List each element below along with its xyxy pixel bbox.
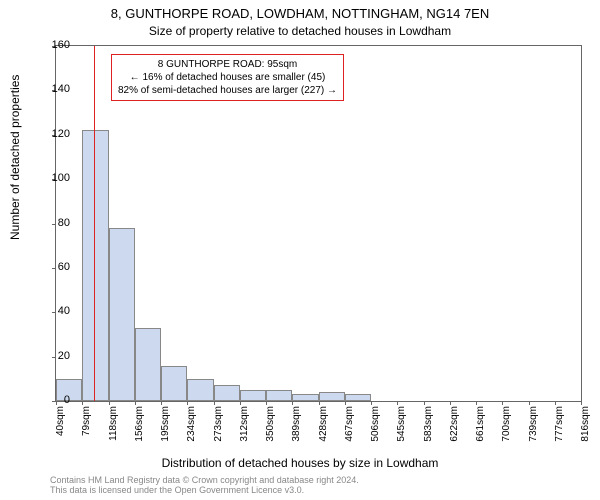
x-tick-label: 312sqm: [239, 406, 250, 446]
y-tick-label: 140: [52, 83, 70, 95]
chart-container: 8, GUNTHORPE ROAD, LOWDHAM, NOTTINGHAM, …: [0, 0, 600, 500]
chart-title-main: 8, GUNTHORPE ROAD, LOWDHAM, NOTTINGHAM, …: [0, 6, 600, 21]
x-tick-label: 777sqm: [554, 406, 565, 446]
x-tick-label: 700sqm: [501, 406, 512, 446]
y-tick-label: 0: [64, 394, 70, 406]
y-tick-label: 80: [58, 217, 70, 229]
x-tick-label: 622sqm: [449, 406, 460, 446]
chart-title-sub: Size of property relative to detached ho…: [0, 24, 600, 38]
x-tick-mark: [502, 401, 503, 405]
histogram-bar: [319, 392, 345, 401]
x-tick-label: 506sqm: [370, 406, 381, 446]
x-tick-mark: [581, 401, 582, 405]
x-tick-mark: [266, 401, 267, 405]
histogram-bar: [82, 130, 108, 401]
x-tick-label: 816sqm: [580, 406, 591, 446]
x-axis-label: Distribution of detached houses by size …: [0, 456, 600, 470]
x-tick-label: 156sqm: [134, 406, 145, 446]
x-tick-mark: [82, 401, 83, 405]
x-tick-mark: [555, 401, 556, 405]
annotation-line1: 8 GUNTHORPE ROAD: 95sqm: [158, 59, 297, 70]
histogram-bar: [214, 385, 240, 401]
x-tick-mark: [109, 401, 110, 405]
histogram-bar: [266, 390, 292, 401]
y-tick-mark: [52, 357, 56, 358]
x-tick-label: 583sqm: [423, 406, 434, 446]
property-marker-line: [94, 46, 95, 401]
x-tick-mark: [187, 401, 188, 405]
x-tick-mark: [292, 401, 293, 405]
annotation-line2: ← 16% of detached houses are smaller (45…: [130, 72, 326, 83]
histogram-bar: [109, 228, 135, 401]
y-tick-mark: [52, 268, 56, 269]
x-tick-label: 389sqm: [291, 406, 302, 446]
x-tick-label: 661sqm: [475, 406, 486, 446]
y-tick-label: 160: [52, 39, 70, 51]
x-tick-label: 428sqm: [318, 406, 329, 446]
x-tick-mark: [450, 401, 451, 405]
histogram-bar: [240, 390, 266, 401]
y-tick-mark: [52, 312, 56, 313]
chart-plot-area: 8 GUNTHORPE ROAD: 95sqm ← 16% of detached…: [55, 45, 582, 402]
x-tick-label: 273sqm: [213, 406, 224, 446]
x-tick-mark: [161, 401, 162, 405]
x-tick-label: 40sqm: [55, 406, 66, 446]
x-tick-mark: [424, 401, 425, 405]
x-tick-mark: [56, 401, 57, 405]
x-tick-mark: [529, 401, 530, 405]
annotation-box: 8 GUNTHORPE ROAD: 95sqm ← 16% of detached…: [111, 54, 344, 101]
y-tick-label: 100: [52, 172, 70, 184]
annotation-line3: 82% of semi-detached houses are larger (…: [118, 85, 337, 96]
x-tick-mark: [319, 401, 320, 405]
x-tick-mark: [345, 401, 346, 405]
x-tick-mark: [240, 401, 241, 405]
x-tick-mark: [135, 401, 136, 405]
x-tick-mark: [214, 401, 215, 405]
x-tick-label: 195sqm: [160, 406, 171, 446]
histogram-bar: [187, 379, 213, 401]
histogram-bar: [135, 328, 161, 401]
y-tick-label: 20: [58, 350, 70, 362]
x-tick-label: 118sqm: [108, 406, 119, 446]
y-tick-label: 40: [58, 305, 70, 317]
x-tick-label: 739sqm: [528, 406, 539, 446]
x-tick-label: 350sqm: [265, 406, 276, 446]
x-tick-label: 545sqm: [396, 406, 407, 446]
x-tick-mark: [476, 401, 477, 405]
y-tick-label: 60: [58, 261, 70, 273]
x-tick-mark: [371, 401, 372, 405]
y-tick-mark: [52, 224, 56, 225]
x-tick-label: 79sqm: [81, 406, 92, 446]
y-axis-label: Number of detached properties: [8, 75, 22, 240]
x-tick-mark: [397, 401, 398, 405]
y-tick-label: 120: [52, 128, 70, 140]
histogram-bar: [161, 366, 187, 402]
x-tick-label: 234sqm: [186, 406, 197, 446]
histogram-bar: [345, 394, 371, 401]
footer-attribution: Contains HM Land Registry data © Crown c…: [50, 475, 359, 495]
x-tick-label: 467sqm: [344, 406, 355, 446]
histogram-bar: [292, 394, 318, 401]
